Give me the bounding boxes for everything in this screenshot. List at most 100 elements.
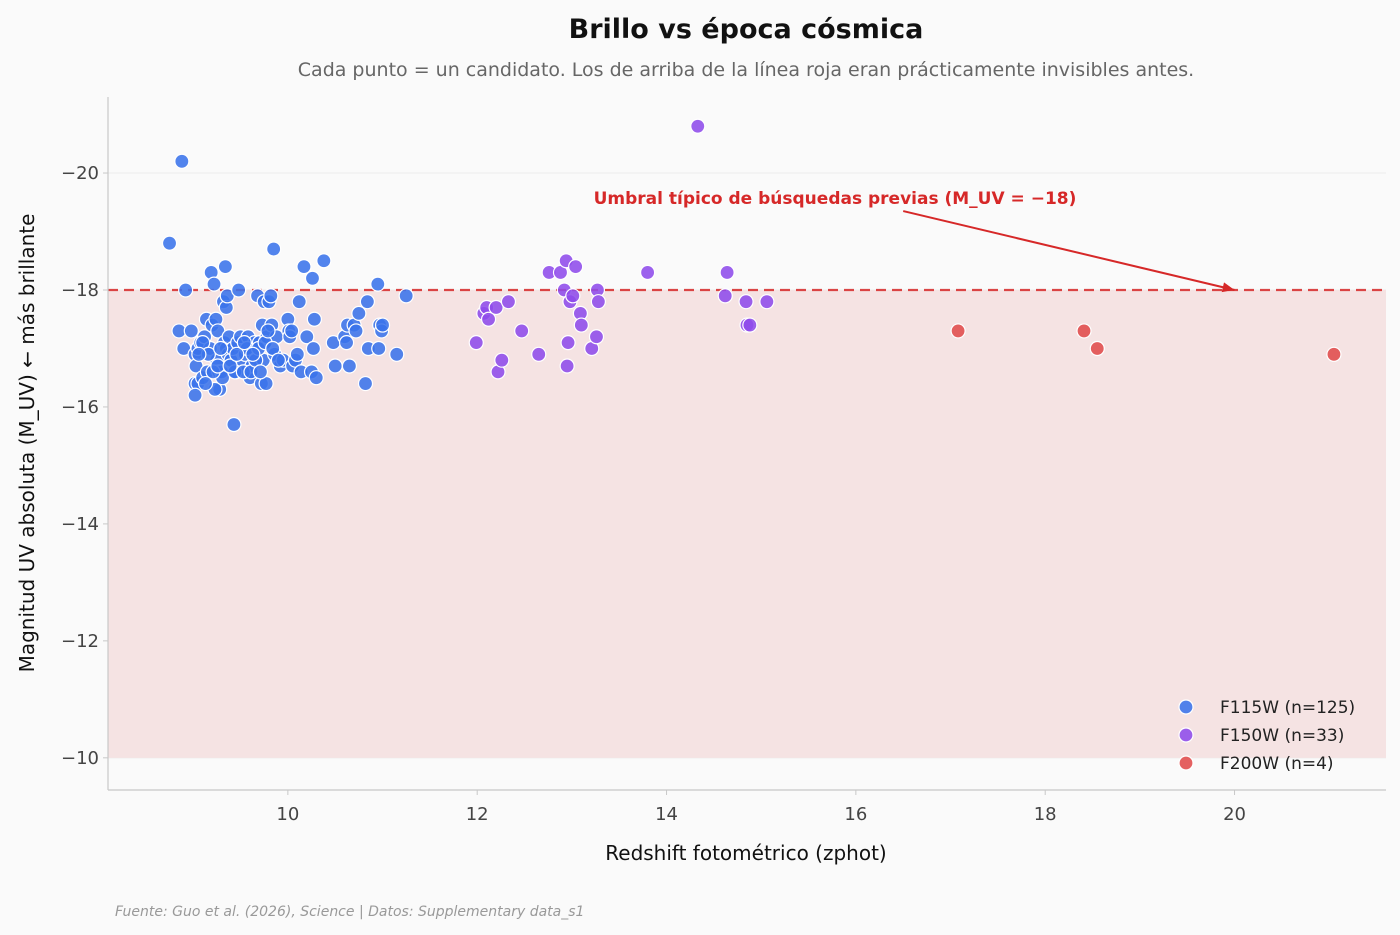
- legend-marker: [1178, 699, 1194, 715]
- data-point: [348, 323, 364, 339]
- data-point: [370, 276, 386, 292]
- y-tick-label: −20: [61, 163, 99, 184]
- x-tick-label: 14: [655, 804, 678, 825]
- data-point: [573, 317, 589, 333]
- legend-label: F200W (n=4): [1220, 754, 1334, 774]
- annotation-arrow: [902, 210, 1235, 291]
- y-tick-label: −10: [61, 748, 99, 769]
- data-point: [488, 299, 504, 316]
- data-point: [357, 375, 374, 392]
- data-point: [359, 294, 375, 310]
- data-point: [183, 323, 199, 339]
- chart-subtitle: Cada punto = un candidato. Los de arriba…: [298, 59, 1194, 81]
- x-tick-label: 12: [466, 804, 489, 825]
- data-point: [308, 370, 324, 386]
- data-point: [588, 329, 605, 345]
- data-point: [1089, 340, 1105, 357]
- data-point: [341, 358, 357, 374]
- x-tick-label: 18: [1034, 804, 1057, 825]
- data-point: [191, 346, 207, 362]
- x-tick-label: 16: [844, 804, 867, 825]
- data-point: [738, 294, 754, 310]
- data-point: [231, 282, 247, 298]
- data-point: [291, 294, 307, 310]
- data-point: [213, 340, 229, 357]
- axes: [107, 97, 1386, 791]
- data-point: [217, 258, 233, 275]
- data-point: [742, 317, 758, 333]
- data-point: [222, 358, 238, 374]
- data-point: [338, 335, 355, 351]
- data-point: [178, 282, 194, 298]
- data-point: [197, 375, 214, 392]
- y-tick-label: −16: [61, 397, 99, 418]
- data-point: [296, 258, 312, 275]
- x-tick-label: 10: [276, 804, 299, 825]
- x-tick-label: 20: [1223, 804, 1246, 825]
- legend-label: F150W (n=33): [1220, 726, 1344, 746]
- data-point: [559, 358, 575, 374]
- data-point: [389, 346, 405, 362]
- data-point: [398, 288, 414, 304]
- legend-marker: [1178, 755, 1194, 771]
- data-point: [206, 276, 222, 292]
- data-point: [304, 270, 321, 286]
- data-point: [289, 346, 305, 362]
- y-tick-label: −12: [61, 631, 99, 652]
- data-point: [266, 241, 282, 257]
- data-point: [270, 352, 286, 368]
- data-point: [305, 340, 322, 357]
- data-point: [327, 358, 343, 374]
- data-point: [480, 311, 497, 327]
- data-point: [226, 416, 242, 433]
- y-axis-label: Magnitud UV absoluta (M_UV) ← más brilla…: [15, 214, 39, 673]
- data-point: [371, 340, 387, 357]
- data-point: [560, 335, 576, 351]
- data-point: [284, 323, 300, 339]
- data-points: [161, 118, 1342, 433]
- data-point: [1076, 323, 1092, 339]
- data-point: [639, 264, 656, 281]
- data-point: [719, 264, 735, 281]
- data-point: [306, 311, 322, 327]
- data-point: [161, 235, 178, 251]
- data-point: [229, 346, 245, 362]
- data-point: [590, 294, 606, 310]
- data-point: [468, 335, 484, 351]
- data-point: [374, 317, 391, 333]
- data-point: [950, 323, 966, 339]
- annotation-arrowhead: [1221, 282, 1235, 293]
- data-point: [236, 335, 252, 351]
- legend-marker: [1178, 727, 1194, 743]
- y-tick-label: −18: [61, 280, 99, 301]
- data-point: [174, 153, 190, 169]
- data-point: [494, 352, 510, 368]
- data-point: [514, 323, 530, 339]
- source-note: Fuente: Guo et al. (2026), Science | Dat…: [115, 904, 584, 920]
- legend: F115W (n=125) F150W (n=33) F200W (n=4): [1178, 698, 1355, 774]
- data-point: [252, 364, 269, 380]
- data-point: [565, 288, 581, 304]
- data-point: [245, 346, 261, 362]
- data-point: [531, 346, 547, 362]
- data-point: [263, 288, 279, 304]
- data-point: [568, 258, 584, 275]
- data-point: [351, 305, 367, 321]
- data-point: [316, 253, 332, 269]
- shaded-band: [108, 289, 1386, 758]
- shaded-region: [108, 289, 1386, 758]
- annotation: Umbral típico de búsquedas previas (M_UV…: [594, 189, 1235, 293]
- data-point: [299, 329, 315, 345]
- data-point: [690, 118, 706, 134]
- data-point: [500, 294, 517, 310]
- x-axis-label: Redshift fotométrico (zphot): [605, 841, 886, 865]
- data-point: [187, 387, 203, 403]
- data-point: [1326, 346, 1342, 362]
- tick-labels: 10 12 14 16 18 20 −20 −18 −16 −14 −12 −10: [61, 163, 1246, 825]
- data-point: [717, 288, 733, 304]
- chart-title: Brillo vs época cósmica: [569, 14, 924, 45]
- y-tick-label: −14: [61, 514, 99, 535]
- data-point: [759, 294, 775, 310]
